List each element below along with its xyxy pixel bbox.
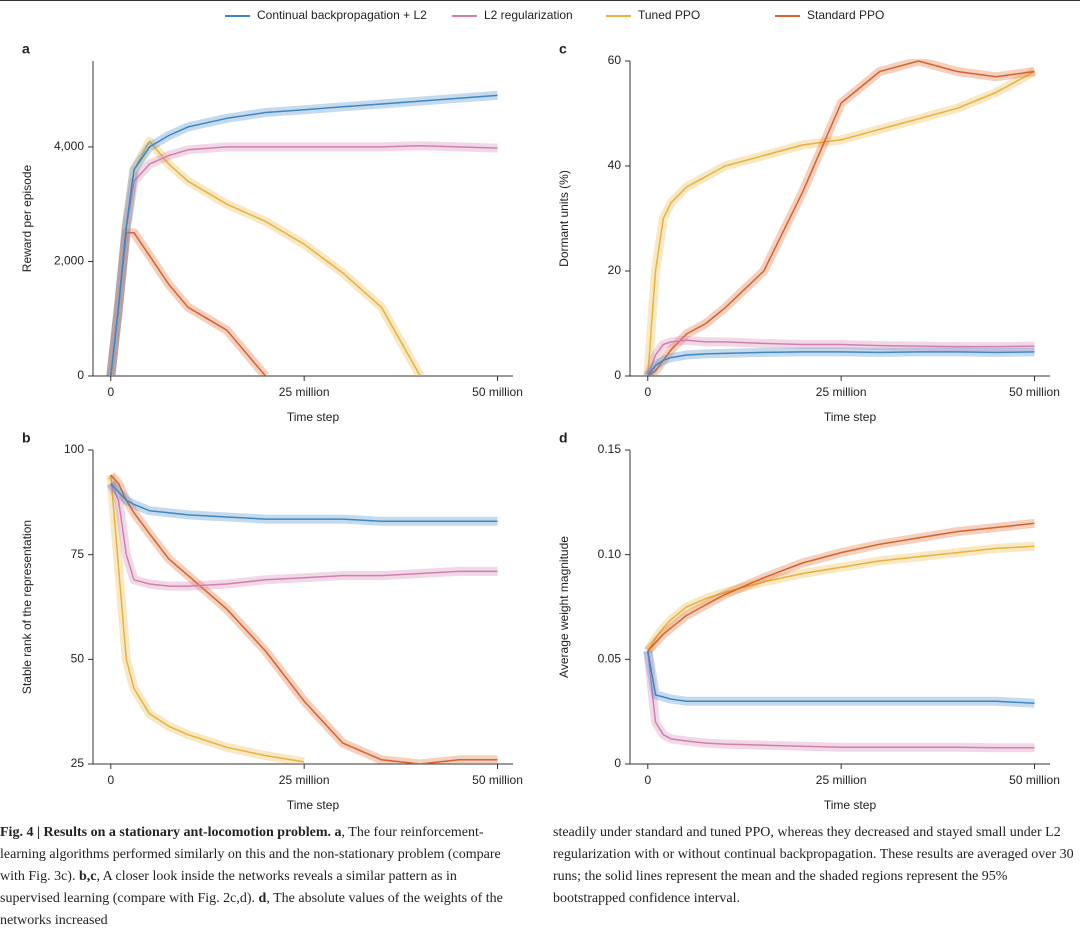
series-line	[647, 650, 1035, 705]
y-tick-label: 100	[64, 442, 84, 456]
confidence-band	[106, 481, 498, 591]
x-axis-label: Time step	[824, 798, 877, 812]
y-axis-label: Stable rank of the representation	[20, 520, 34, 694]
caption-bold: d	[258, 891, 267, 906]
y-axis-label: Dormant units (%)	[557, 170, 571, 267]
caption-right: steadily under standard and tuned PPO, w…	[553, 822, 1080, 910]
x-tick-label: 25 million	[279, 385, 330, 399]
series-line	[110, 94, 498, 376]
confidence-band	[106, 228, 269, 376]
panel-label: a	[22, 41, 30, 57]
x-tick-label: 50 million	[472, 773, 523, 787]
x-tick-label: 0	[644, 385, 651, 399]
confidence-band	[106, 136, 425, 376]
x-tick-label: 0	[107, 385, 114, 399]
x-tick-label: 0	[107, 773, 114, 787]
y-axis-label: Average weight magnitude	[557, 536, 571, 678]
confidence-band	[644, 347, 1035, 376]
legend-label: Continual backpropagation + L2	[257, 8, 427, 22]
x-axis-label: Time step	[287, 410, 340, 424]
series-line	[647, 351, 1035, 376]
confidence-band	[106, 141, 498, 376]
y-tick-label: 0.05	[598, 652, 622, 666]
y-tick-label: 0.10	[598, 547, 622, 561]
y-tick-label: 0	[77, 368, 84, 382]
y-axis-label: Reward per episode	[20, 164, 34, 272]
confidence-band	[644, 518, 1035, 655]
panel-label: c	[559, 41, 567, 57]
caption-text: steadily under standard and tuned PPO, w…	[553, 825, 1074, 906]
legend-label: Tuned PPO	[638, 8, 700, 22]
y-tick-label: 0.15	[598, 442, 622, 456]
caption-left: Fig. 4 | Results on a stationary ant-loc…	[0, 822, 505, 932]
confidence-band	[645, 59, 1036, 376]
series-line	[647, 522, 1035, 652]
y-tick-label: 60	[608, 53, 622, 67]
x-tick-label: 25 million	[279, 773, 330, 787]
y-tick-label: 40	[608, 158, 622, 172]
x-axis-label: Time step	[287, 798, 340, 812]
y-tick-label: 4,000	[54, 139, 84, 153]
y-tick-label: 75	[71, 547, 85, 561]
series-line	[110, 482, 498, 522]
x-tick-label: 50 million	[472, 385, 523, 399]
series-line	[110, 475, 305, 763]
x-tick-label: 25 million	[816, 773, 867, 787]
series-line	[647, 650, 1035, 749]
panel-label: d	[559, 430, 568, 446]
legend-label: Standard PPO	[807, 8, 884, 22]
caption-text: , The four reinforcement-learning algori…	[0, 825, 501, 884]
x-tick-label: 50 million	[1009, 773, 1060, 787]
caption-bold: b,c	[78, 869, 97, 884]
series-line	[110, 140, 421, 376]
series-line	[647, 70, 1035, 376]
x-tick-label: 25 million	[816, 385, 867, 399]
confidence-band	[643, 67, 1037, 376]
series-line	[110, 483, 498, 587]
confidence-band	[643, 650, 1035, 708]
series-line	[110, 145, 498, 376]
x-tick-label: 0	[644, 773, 651, 787]
y-tick-label: 0	[614, 756, 621, 770]
caption-text: , A closer look inside the networks reve…	[0, 869, 457, 906]
caption-bold: Fig. 4 | Results on a stationary ant-loc…	[0, 825, 335, 840]
legend-label: L2 regularization	[484, 8, 573, 22]
y-tick-label: 2,000	[54, 254, 84, 268]
y-tick-label: 0	[614, 368, 621, 382]
caption-text: , The absolute values of the weights of …	[0, 891, 503, 928]
panel-label: b	[22, 430, 31, 446]
y-tick-label: 50	[71, 652, 85, 666]
confidence-band	[106, 90, 498, 376]
series-line	[647, 339, 1035, 376]
y-tick-label: 25	[71, 756, 85, 770]
x-axis-label: Time step	[824, 410, 877, 424]
y-tick-label: 20	[608, 263, 622, 277]
series-line	[110, 474, 498, 764]
confidence-band	[107, 480, 498, 526]
series-line	[647, 60, 1035, 376]
series-line	[647, 545, 1035, 652]
caption-bold: a	[334, 825, 342, 840]
chart-area: Continual backpropagation + L2 L2 regular…	[0, 0, 1080, 812]
x-tick-label: 50 million	[1009, 385, 1060, 399]
